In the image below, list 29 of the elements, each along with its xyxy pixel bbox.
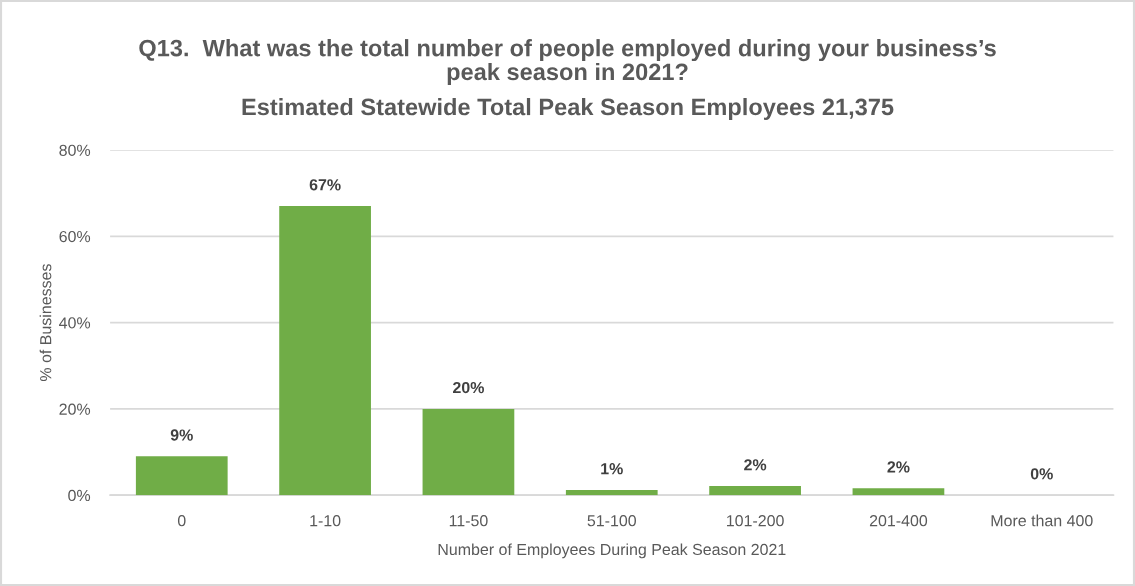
x-tick-label: 1-10 — [310, 515, 341, 527]
data-label: 9% — [170, 429, 193, 441]
x-tick-label: 0 — [177, 515, 186, 527]
data-label: 0% — [1030, 468, 1053, 480]
bar — [135, 456, 228, 496]
data-label: 2% — [887, 461, 910, 473]
bar — [709, 486, 801, 496]
x-tick-label: 201-400 — [869, 515, 928, 527]
data-label: 67% — [309, 179, 341, 191]
bar — [852, 488, 945, 496]
x-axis-title: Number of Employees During Peak Season 2021 — [438, 543, 786, 559]
x-tick-label: 51-100 — [587, 515, 637, 527]
data-label: 20% — [453, 381, 484, 394]
y-tick-label: 40% — [59, 317, 91, 329]
chart-title: Q13. What was the total number of people employed during your business’s peak season in 2021? — [139, 39, 996, 85]
y-axis-title: % of Businesses — [39, 264, 52, 382]
data-label: 2% — [744, 459, 767, 471]
bar — [422, 408, 515, 496]
x-tick-label: 101-200 — [727, 515, 784, 527]
x-tick-label: 11-50 — [449, 515, 488, 527]
y-tick-label: 80% — [59, 144, 91, 156]
y-tick-label: 60% — [59, 230, 91, 243]
y-tick-label: 0% — [68, 489, 91, 502]
bar — [565, 489, 658, 496]
bar — [279, 206, 371, 496]
data-label: 1% — [601, 463, 623, 475]
y-tick-label: 20% — [59, 403, 91, 415]
x-tick-label: More than 400 — [991, 514, 1093, 527]
chart-subtitle: Estimated Statewide Total Peak Season Employees 21,375 — [242, 98, 894, 120]
